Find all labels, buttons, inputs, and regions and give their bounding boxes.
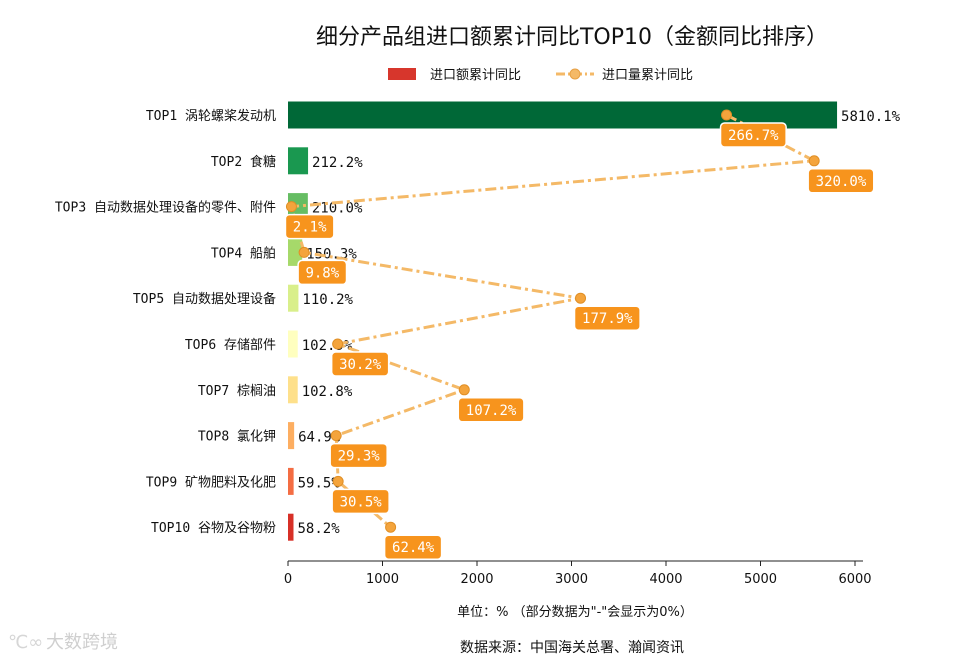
bar-9 xyxy=(288,467,294,495)
bar-4 xyxy=(288,238,303,266)
watermark-logo-icon: ℃∞ xyxy=(8,632,43,653)
volume-label-9: 30.5% xyxy=(340,494,383,510)
volume-label-box-7 xyxy=(457,397,525,423)
volume-label-box-8 xyxy=(329,442,388,469)
bar-value-label-7: 102.8% xyxy=(302,384,353,400)
volume-point-10 xyxy=(385,521,397,533)
bar-value-label-1: 5810.1% xyxy=(841,109,901,125)
legend-swatch-volume-marker xyxy=(569,68,581,80)
volume-label-box-5 xyxy=(573,305,641,331)
category-label-9: TOP9 矿物肥料及化肥 xyxy=(146,475,276,490)
watermark: ℃∞ 大数跨境 xyxy=(8,632,118,653)
category-label-3: TOP3 自动数据处理设备的零件、附件 xyxy=(55,200,276,216)
volume-point-1 xyxy=(721,109,733,121)
category-label-1: TOP1 涡轮螺桨发动机 xyxy=(146,108,276,124)
volume-point-7 xyxy=(458,384,470,396)
chart-title: 细分产品组进口额累计同比TOP10（金额同比排序） xyxy=(316,25,828,50)
volume-point-2 xyxy=(808,155,820,167)
volume-point-6 xyxy=(332,338,344,350)
x-tick-label-1: 1000 xyxy=(366,572,399,587)
bar-2 xyxy=(288,147,309,175)
volume-label-box-2 xyxy=(807,168,875,194)
volume-label-box-1 xyxy=(719,122,787,148)
volume-point-8 xyxy=(330,430,342,442)
volume-label-6: 30.2% xyxy=(339,357,382,373)
bar-value-label-9: 59.5% xyxy=(298,475,341,491)
volume-label-box-9 xyxy=(331,488,390,515)
legend: 进口额累计同比 进口量累计同比 xyxy=(388,68,693,83)
bar-value-label-3: 210.0% xyxy=(312,201,363,217)
x-axis-label: 单位：% （部分数据为"-"会显示为0%） xyxy=(457,605,693,620)
bar-8 xyxy=(288,422,295,450)
category-labels: TOP1 涡轮螺桨发动机 TOP2 食糖 TOP3 自动数据处理设备的零件、附件 TO… xyxy=(55,108,276,536)
legend-label-amount: 进口额累计同比 xyxy=(430,68,521,83)
source-note: 数据来源：中国海关总署、瀚闻资讯 xyxy=(460,640,684,656)
bar-value-label-10: 58.2% xyxy=(297,521,340,537)
x-tick-label-0: 0 xyxy=(284,572,292,587)
volume-line-group: 266.7% 320.0% 2.1% 9.8% 177.9% 30.2% 107.2% 29.… xyxy=(284,109,875,560)
x-tick-label-6: 6000 xyxy=(838,572,871,587)
volume-point-4 xyxy=(298,246,310,258)
legend-swatch-amount xyxy=(388,68,416,80)
x-axis: 0 1000 2000 3000 4000 5000 6000 xyxy=(284,560,872,587)
x-tick-label-2: 2000 xyxy=(460,572,493,587)
volume-label-5: 177.9% xyxy=(582,311,633,327)
volume-point-9 xyxy=(332,475,344,487)
category-label-6: TOP6 存储部件 xyxy=(185,338,276,353)
volume-label-7: 107.2% xyxy=(466,403,517,419)
bar-10 xyxy=(288,513,294,541)
volume-label-10: 62.4% xyxy=(392,540,435,556)
volume-point-5 xyxy=(575,292,587,304)
x-tick-label-4: 4000 xyxy=(649,572,682,587)
category-label-10: TOP10 谷物及谷物粉 xyxy=(151,521,276,536)
volume-label-4: 9.8% xyxy=(305,265,339,281)
value-labels: 5810.1%212.2%210.0%150.3%110.2%102.9%102… xyxy=(297,109,900,537)
volume-label-1: 266.7% xyxy=(728,128,779,144)
volume-label-box-3 xyxy=(284,213,335,240)
category-label-4: TOP4 船舶 xyxy=(211,245,276,261)
volume-label-box-6 xyxy=(330,351,390,377)
volume-label-box-10 xyxy=(383,534,443,560)
bar-value-label-5: 110.2% xyxy=(302,292,353,308)
x-tick-label-5: 5000 xyxy=(744,572,777,587)
watermark-text: 大数跨境 xyxy=(46,632,118,653)
bar-value-label-8: 64.9% xyxy=(298,430,341,446)
category-label-5: TOP5 自动数据处理设备 xyxy=(133,291,276,307)
legend-label-volume: 进口量累计同比 xyxy=(602,68,693,83)
bar-5 xyxy=(288,284,299,312)
volume-point-3 xyxy=(285,201,297,213)
x-tick-label-3: 3000 xyxy=(555,572,588,587)
volume-label-2: 320.0% xyxy=(816,174,867,190)
category-label-2: TOP2 食糖 xyxy=(211,154,276,170)
bar-7 xyxy=(288,376,298,404)
category-label-8: TOP8 氯化钾 xyxy=(198,430,276,445)
volume-label-8: 29.3% xyxy=(338,449,381,465)
bar-value-label-2: 212.2% xyxy=(312,155,363,171)
volume-label-box-4 xyxy=(297,259,348,286)
category-label-7: TOP7 棕榈油 xyxy=(198,384,276,399)
volume-line xyxy=(289,113,820,529)
volume-label-3: 2.1% xyxy=(293,220,327,236)
bar-6 xyxy=(288,330,298,358)
